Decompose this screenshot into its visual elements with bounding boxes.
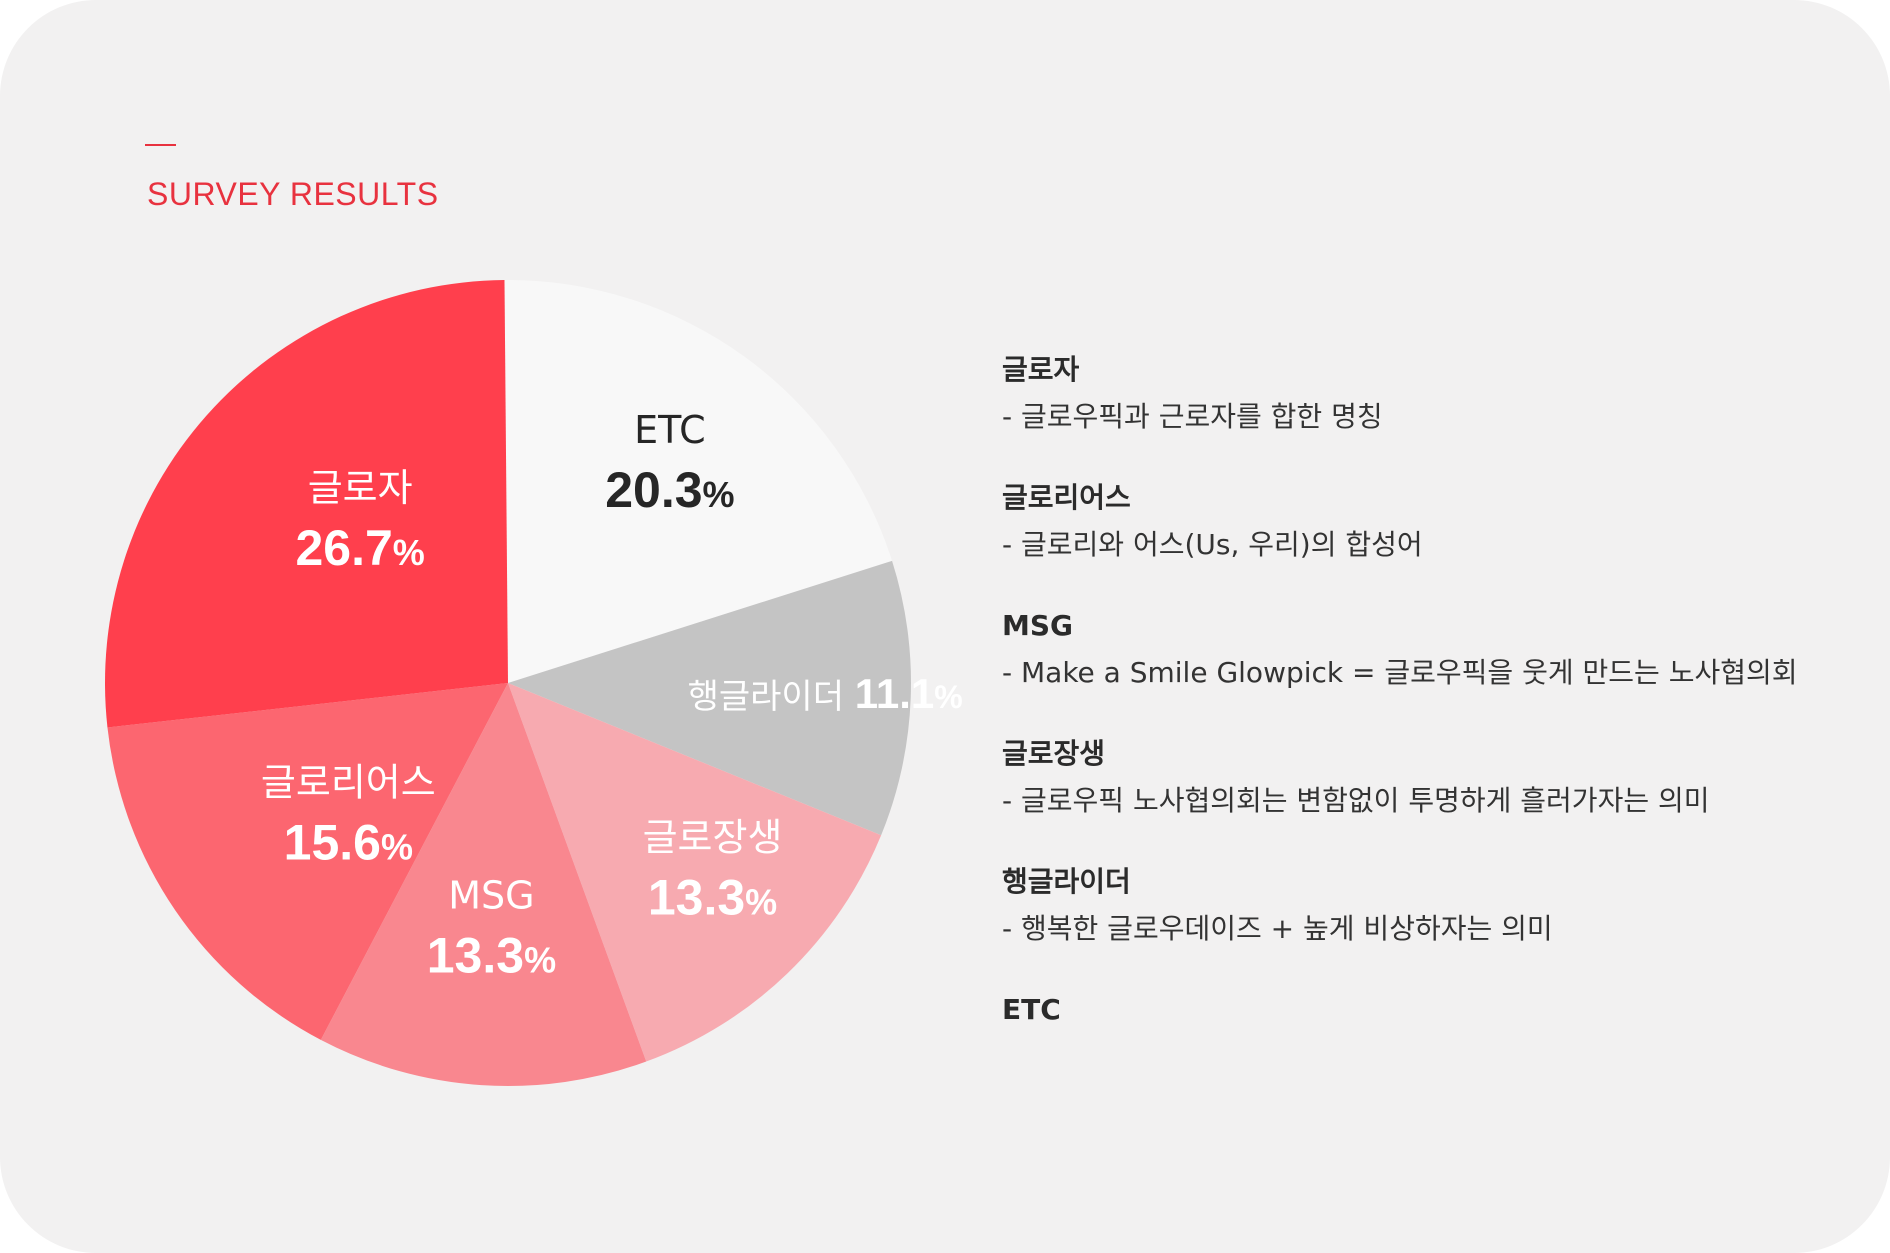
legend-item: ETC bbox=[1002, 990, 1862, 1118]
legend-description: - 글로우픽 노사협의회는 변함없이 투명하게 흘러가자는 의미 bbox=[1002, 784, 1710, 817]
pie-chart: ETC 20.3% 행글라이더 11.1% 글로장생 13.3% MSG 13.3% 글로리어… bbox=[105, 280, 963, 1086]
slice-value: 11.1 bbox=[855, 670, 934, 717]
legend-description: - 글로리와 어스(Us, 우리)의 합성어 bbox=[1002, 528, 1423, 561]
slice-name: ETC bbox=[634, 408, 706, 452]
legend: 글로자 - 글로우픽과 근로자를 합한 명칭 글로리어스 - 글로리와 어스(U… bbox=[1002, 350, 1862, 1118]
legend-name: 글로장생 bbox=[1002, 737, 1106, 770]
legend-description: - Make a Smile Glowpick = 글로우픽을 웃게 만드는 노… bbox=[1002, 656, 1798, 689]
legend-item: MSG - Make a Smile Glowpick = 글로우픽을 웃게 만… bbox=[1002, 606, 1862, 734]
slice-unit: % bbox=[393, 532, 425, 573]
pie-slice bbox=[105, 280, 508, 728]
slice-unit: % bbox=[745, 882, 777, 923]
legend-name: 행글라이더 bbox=[1002, 865, 1131, 898]
accent-line bbox=[145, 144, 176, 146]
section-title: SURVEY RESULTS bbox=[147, 176, 439, 212]
slice-value: 15.6% bbox=[284, 814, 413, 870]
slice-label: 행글라이더 11.1% bbox=[688, 670, 963, 717]
pie-slice bbox=[508, 683, 882, 1062]
slice-value: 20.3% bbox=[605, 462, 734, 518]
pie-slice bbox=[504, 280, 893, 683]
slice-value: 13.3% bbox=[648, 870, 777, 926]
slice-value: 13.3% bbox=[427, 927, 556, 983]
legend-name: 글로자 bbox=[1002, 353, 1080, 386]
legend-description: - 행복한 글로우데이즈 + 높게 비상하자는 의미 bbox=[1002, 912, 1553, 945]
legend-item: 글로장생 - 글로우픽 노사협의회는 변함없이 투명하게 흘러가자는 의미 bbox=[1002, 734, 1862, 862]
legend-description: - 글로우픽과 근로자를 합한 명칭 bbox=[1002, 400, 1383, 433]
legend-item: 행글라이더 - 행복한 글로우데이즈 + 높게 비상하자는 의미 bbox=[1002, 862, 1862, 990]
pie-slice bbox=[320, 683, 647, 1086]
slice-name: 행글라이더 bbox=[688, 677, 855, 717]
slice-value: 26.7% bbox=[295, 520, 424, 576]
slice-unit: % bbox=[934, 679, 962, 715]
legend-item: 글로자 - 글로우픽과 근로자를 합한 명칭 bbox=[1002, 350, 1862, 478]
slice-name: 글로리어스 bbox=[261, 760, 436, 804]
slice-name: 글로장생 bbox=[643, 816, 783, 860]
slice-name: MSG bbox=[448, 873, 534, 917]
legend-name: 글로리어스 bbox=[1002, 481, 1131, 514]
legend-name: ETC bbox=[1002, 993, 1061, 1026]
slice-unit: % bbox=[524, 939, 556, 980]
pie-slice bbox=[508, 560, 911, 836]
legend-name: MSG bbox=[1002, 609, 1074, 642]
slice-name: 글로자 bbox=[308, 466, 413, 510]
legend-item: 글로리어스 - 글로리와 어스(Us, 우리)의 합성어 bbox=[1002, 478, 1862, 606]
slice-unit: % bbox=[703, 474, 735, 515]
slice-unit: % bbox=[381, 826, 413, 867]
pie-slice bbox=[107, 683, 508, 1040]
